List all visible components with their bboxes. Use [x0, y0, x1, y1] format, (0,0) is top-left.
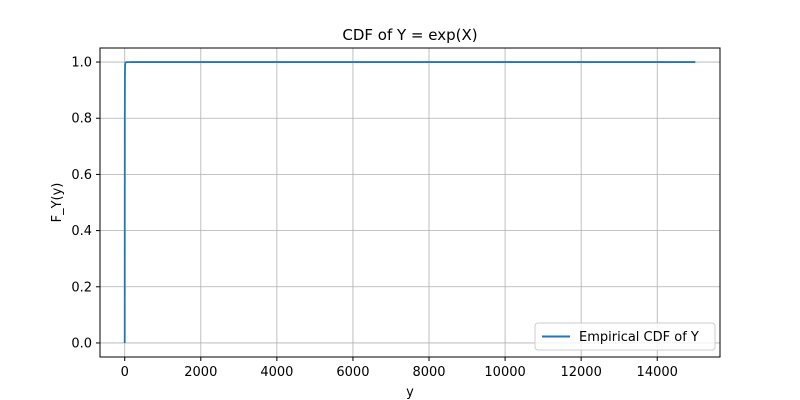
x-tick-label: 6000: [336, 365, 369, 380]
y-tick-label: 0.6: [71, 168, 92, 183]
legend-label-empirical-cdf: Empirical CDF of Y: [579, 330, 699, 345]
chart-title: CDF of Y = exp(X): [342, 26, 477, 44]
legend-box: [534, 322, 716, 351]
y-tick-label: 0.4: [71, 224, 92, 239]
plot-frame: [99, 47, 721, 358]
x-tick-label: 2000: [184, 365, 217, 380]
x-tick-label: 14000: [637, 365, 678, 380]
legend: Empirical CDF of Y: [534, 322, 716, 351]
y-tick-label: 1.0: [71, 56, 92, 71]
x-tick-label: 10000: [484, 365, 525, 380]
y-tick-label: 0.8: [71, 112, 92, 127]
y-axis-title: F_Y(y): [50, 183, 65, 223]
x-tick-label: 0: [121, 365, 129, 380]
x-axis-title: y: [406, 385, 414, 400]
y-tick-label: 0.0: [71, 336, 92, 351]
x-tick-label: 8000: [412, 365, 445, 380]
x-tick-label: 12000: [560, 365, 601, 380]
series-line-empirical-cdf: [123, 61, 696, 343]
y-tick-label: 0.2: [71, 280, 92, 295]
tick-layer: 0 2000 4000 6000 8000 10000 12000 14000 0.0 0.2 0.…: [71, 56, 678, 380]
series-layer: [123, 61, 696, 343]
x-tick-label: 4000: [260, 365, 293, 380]
